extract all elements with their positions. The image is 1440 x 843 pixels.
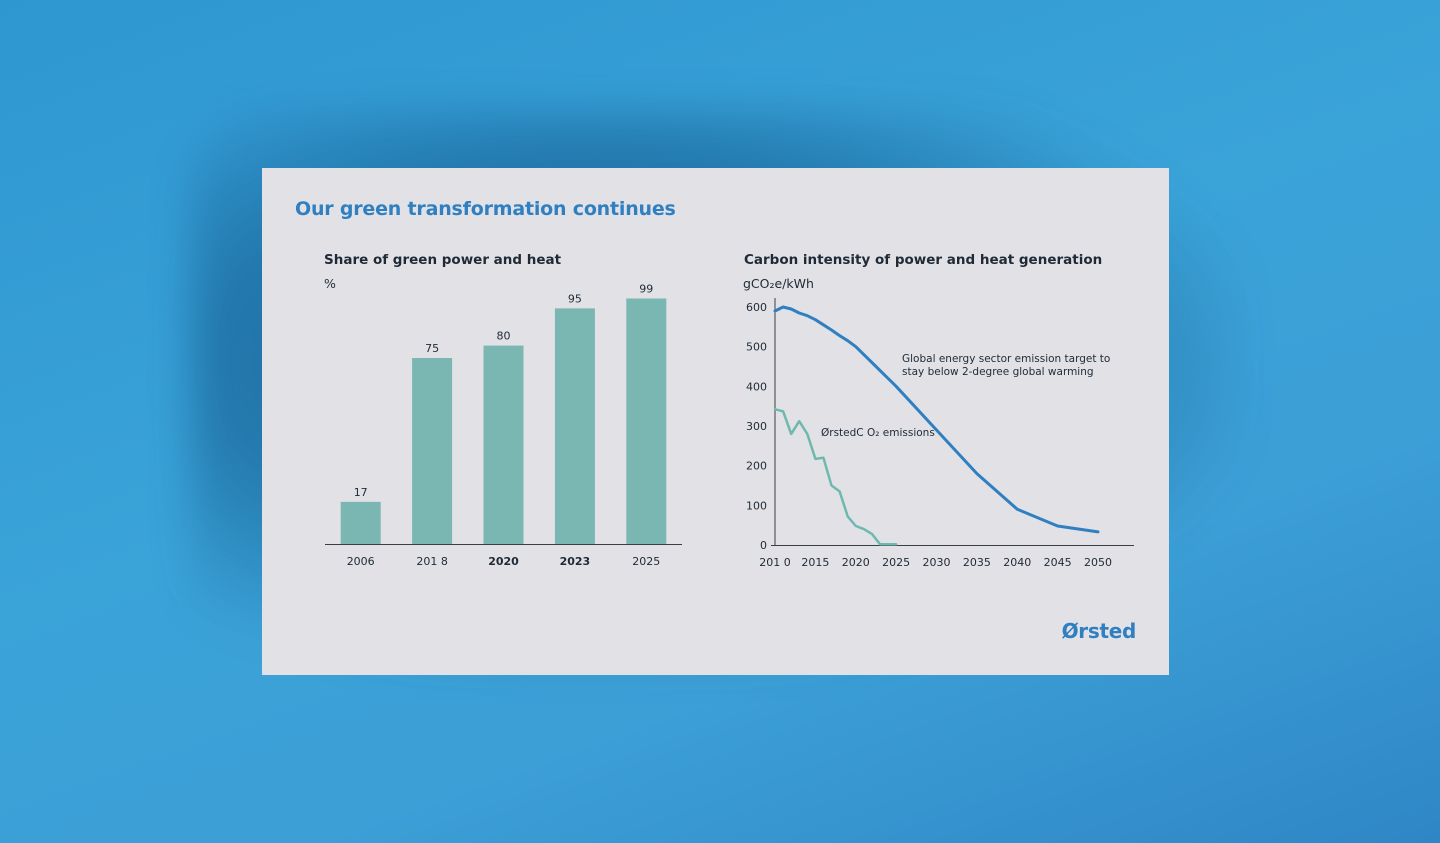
global-target-label-line1: Global energy sector emission target to — [902, 353, 1110, 365]
bar-value-label: 17 — [354, 486, 368, 499]
x-tick-label: 2025 — [882, 556, 910, 569]
y-tick-label: 400 — [746, 380, 767, 393]
x-tick-label: 2035 — [963, 556, 991, 569]
line-chart-unit: gCO₂e/kWh — [743, 276, 814, 291]
x-tick-label: 2040 — [1003, 556, 1031, 569]
bar-2023 — [554, 308, 595, 544]
x-tick-label: 2020 — [488, 555, 519, 568]
x-tick-label: 2020 — [842, 556, 870, 569]
x-tick-label: 2025 — [632, 555, 660, 568]
presentation-slide: Our green transformation continues Share… — [262, 168, 1169, 675]
bar-2025 — [626, 298, 667, 544]
global-target-line — [773, 305, 1100, 534]
y-tick-label: 600 — [746, 301, 767, 314]
global-target-label-line2: stay below 2-degree global warming — [902, 366, 1094, 378]
x-tick-label: 201 8 — [416, 555, 448, 568]
bar-2020 — [483, 345, 524, 544]
y-tick-label: 300 — [746, 420, 767, 433]
orsted-emissions-label: ØrstedC O₂ emissions — [821, 427, 935, 439]
bar-value-label: 95 — [568, 292, 582, 305]
bar-value-label: 75 — [425, 342, 439, 355]
line-chart: 0 100 200 300 400 500 600 201 0 2015 2020 2025 2030… — [746, 298, 1134, 569]
bar-value-label: 80 — [497, 330, 511, 343]
x-tick-label: 2050 — [1084, 556, 1112, 569]
x-tick-label: 2015 — [801, 556, 829, 569]
y-tick-label: 200 — [746, 460, 767, 473]
bar-value-label: 99 — [639, 282, 653, 295]
orsted-emissions-line — [773, 408, 898, 546]
x-tick-label: 2030 — [923, 556, 951, 569]
bar-chart: 17 2006 75 201 8 80 2020 95 2023 99 2025 — [325, 282, 682, 568]
line-chart-title: Carbon intensity of power and heat gener… — [744, 252, 1103, 268]
bar-2018 — [412, 358, 453, 544]
bar-chart-unit: % — [324, 276, 336, 291]
x-tick-label: 2045 — [1044, 556, 1072, 569]
orsted-logo: Ørsted — [1061, 619, 1137, 643]
bar-2006 — [340, 501, 381, 544]
bar-chart-title: Share of green power and heat — [324, 252, 562, 268]
y-tick-label: 500 — [746, 341, 767, 354]
slide-title: Our green transformation continues — [295, 198, 676, 220]
y-tick-label: 0 — [760, 539, 767, 552]
y-tick-label: 100 — [746, 499, 767, 512]
x-tick-label: 2006 — [347, 555, 375, 568]
x-tick-label: 201 0 — [759, 556, 791, 569]
x-tick-label: 2023 — [560, 555, 591, 568]
